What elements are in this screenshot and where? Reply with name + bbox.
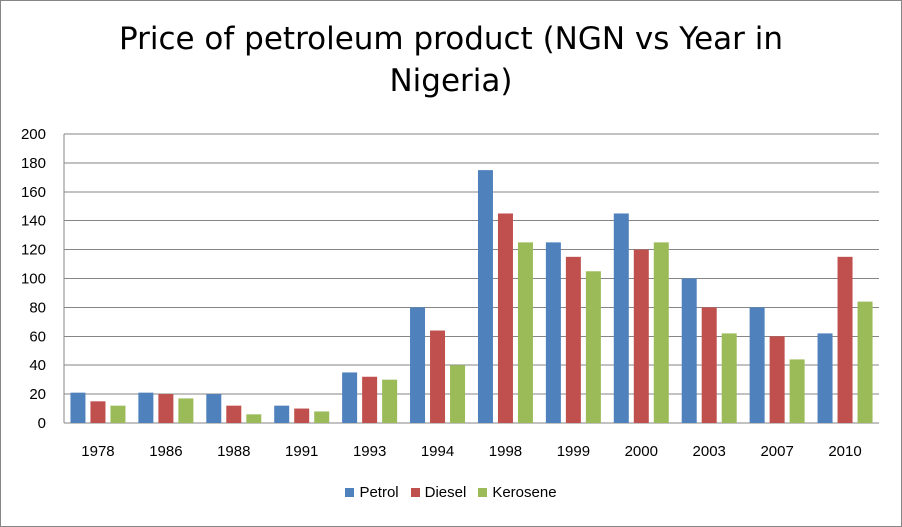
bar-kerosene-1986 [178,398,194,423]
y-tick-label: 60 [29,328,46,345]
x-tick-label: 1988 [217,443,250,460]
legend-item-petrol: Petrol [345,484,399,501]
legend-label: Diesel [424,484,467,501]
bar-kerosene-2007 [789,359,805,423]
x-tick-label: 1978 [81,443,114,460]
x-tick-label: 2010 [828,443,861,460]
bar-diesel-1993 [362,376,378,423]
legend-label: Kerosene [492,484,557,501]
legend-item-diesel: Diesel [410,484,467,501]
gridlines [63,133,879,424]
x-tick-label: 1991 [285,443,318,460]
bar-petrol-2010 [817,333,833,423]
bar-petrol-2007 [749,307,765,423]
bar-petrol-1991 [274,405,290,423]
bar-kerosene-2010 [857,301,873,423]
bar-diesel-1986 [158,394,174,423]
bar-petrol-1978 [70,392,86,423]
y-tick-label: 120 [21,242,46,259]
legend-swatch [345,487,355,497]
bar-diesel-1978 [90,401,106,423]
y-tick-label: 100 [21,271,46,288]
y-tick-label: 80 [29,299,46,316]
bar-diesel-2010 [837,256,853,423]
bar-petrol-1986 [138,392,154,423]
legend-swatch [410,487,420,497]
chart-title-line-1: Price of petroleum product (NGN vs Year … [118,21,784,57]
x-tick-label: 1993 [353,443,386,460]
bar-diesel-1999 [565,256,581,423]
bar-kerosene-1988 [246,414,262,423]
bar-diesel-2000 [633,249,649,423]
x-tick-label: 2000 [625,443,658,460]
bar-diesel-2007 [769,336,785,423]
x-tick-label: 1998 [489,443,522,460]
bar-petrol-2000 [613,213,629,423]
bar-petrol-2003 [681,278,697,423]
y-tick-label: 200 [21,126,46,143]
bar-kerosene-2003 [721,333,737,423]
legend-label: Petrol [359,484,399,501]
bar-kerosene-1998 [517,242,533,423]
bar-petrol-1998 [477,170,493,423]
x-tick-label: 2007 [760,443,793,460]
y-tick-label: 0 [38,415,46,432]
bar-petrol-1993 [342,372,358,423]
bar-petrol-1994 [410,307,426,423]
legend-swatch [478,487,488,497]
y-tick-label: 20 [29,386,46,403]
bar-kerosene-1991 [314,411,330,423]
y-axis-tick-labels: 0 20 40 60 80 100 120 140 160 180 200 [21,126,46,432]
x-tick-label: 1986 [149,443,182,460]
chart-title-line-2: Nigeria) [389,63,513,99]
y-tick-label: 40 [29,357,46,374]
x-axis-tick-labels: 1978 1986 1988 1991 1993 1994 1998 1999 2000 2003… [81,443,861,460]
bar-diesel-1994 [430,330,446,423]
bar-kerosene-1978 [110,405,126,423]
bar-petrol-1988 [206,394,222,423]
bar-kerosene-1993 [382,379,398,423]
bar-kerosene-1999 [585,271,601,423]
bar-diesel-2003 [701,307,717,423]
bar-kerosene-2000 [653,242,669,423]
bar-petrol-1999 [545,242,561,423]
x-tick-label: 1994 [421,443,454,460]
legend: Petrol Diesel Kerosene [0,484,902,501]
x-tick-label: 2003 [693,443,726,460]
bar-diesel-1991 [294,408,310,423]
chart-title: Price of petroleum product (NGN vs Year … [0,18,902,102]
y-tick-label: 180 [21,155,46,172]
x-tick-label: 1999 [557,443,590,460]
y-tick-label: 140 [21,213,46,230]
legend-item-kerosene: Kerosene [478,484,557,501]
bars [70,170,873,423]
bar-kerosene-1994 [450,365,466,423]
y-tick-label: 160 [21,184,46,201]
bar-diesel-1988 [226,405,242,423]
bar-diesel-1998 [497,213,513,423]
